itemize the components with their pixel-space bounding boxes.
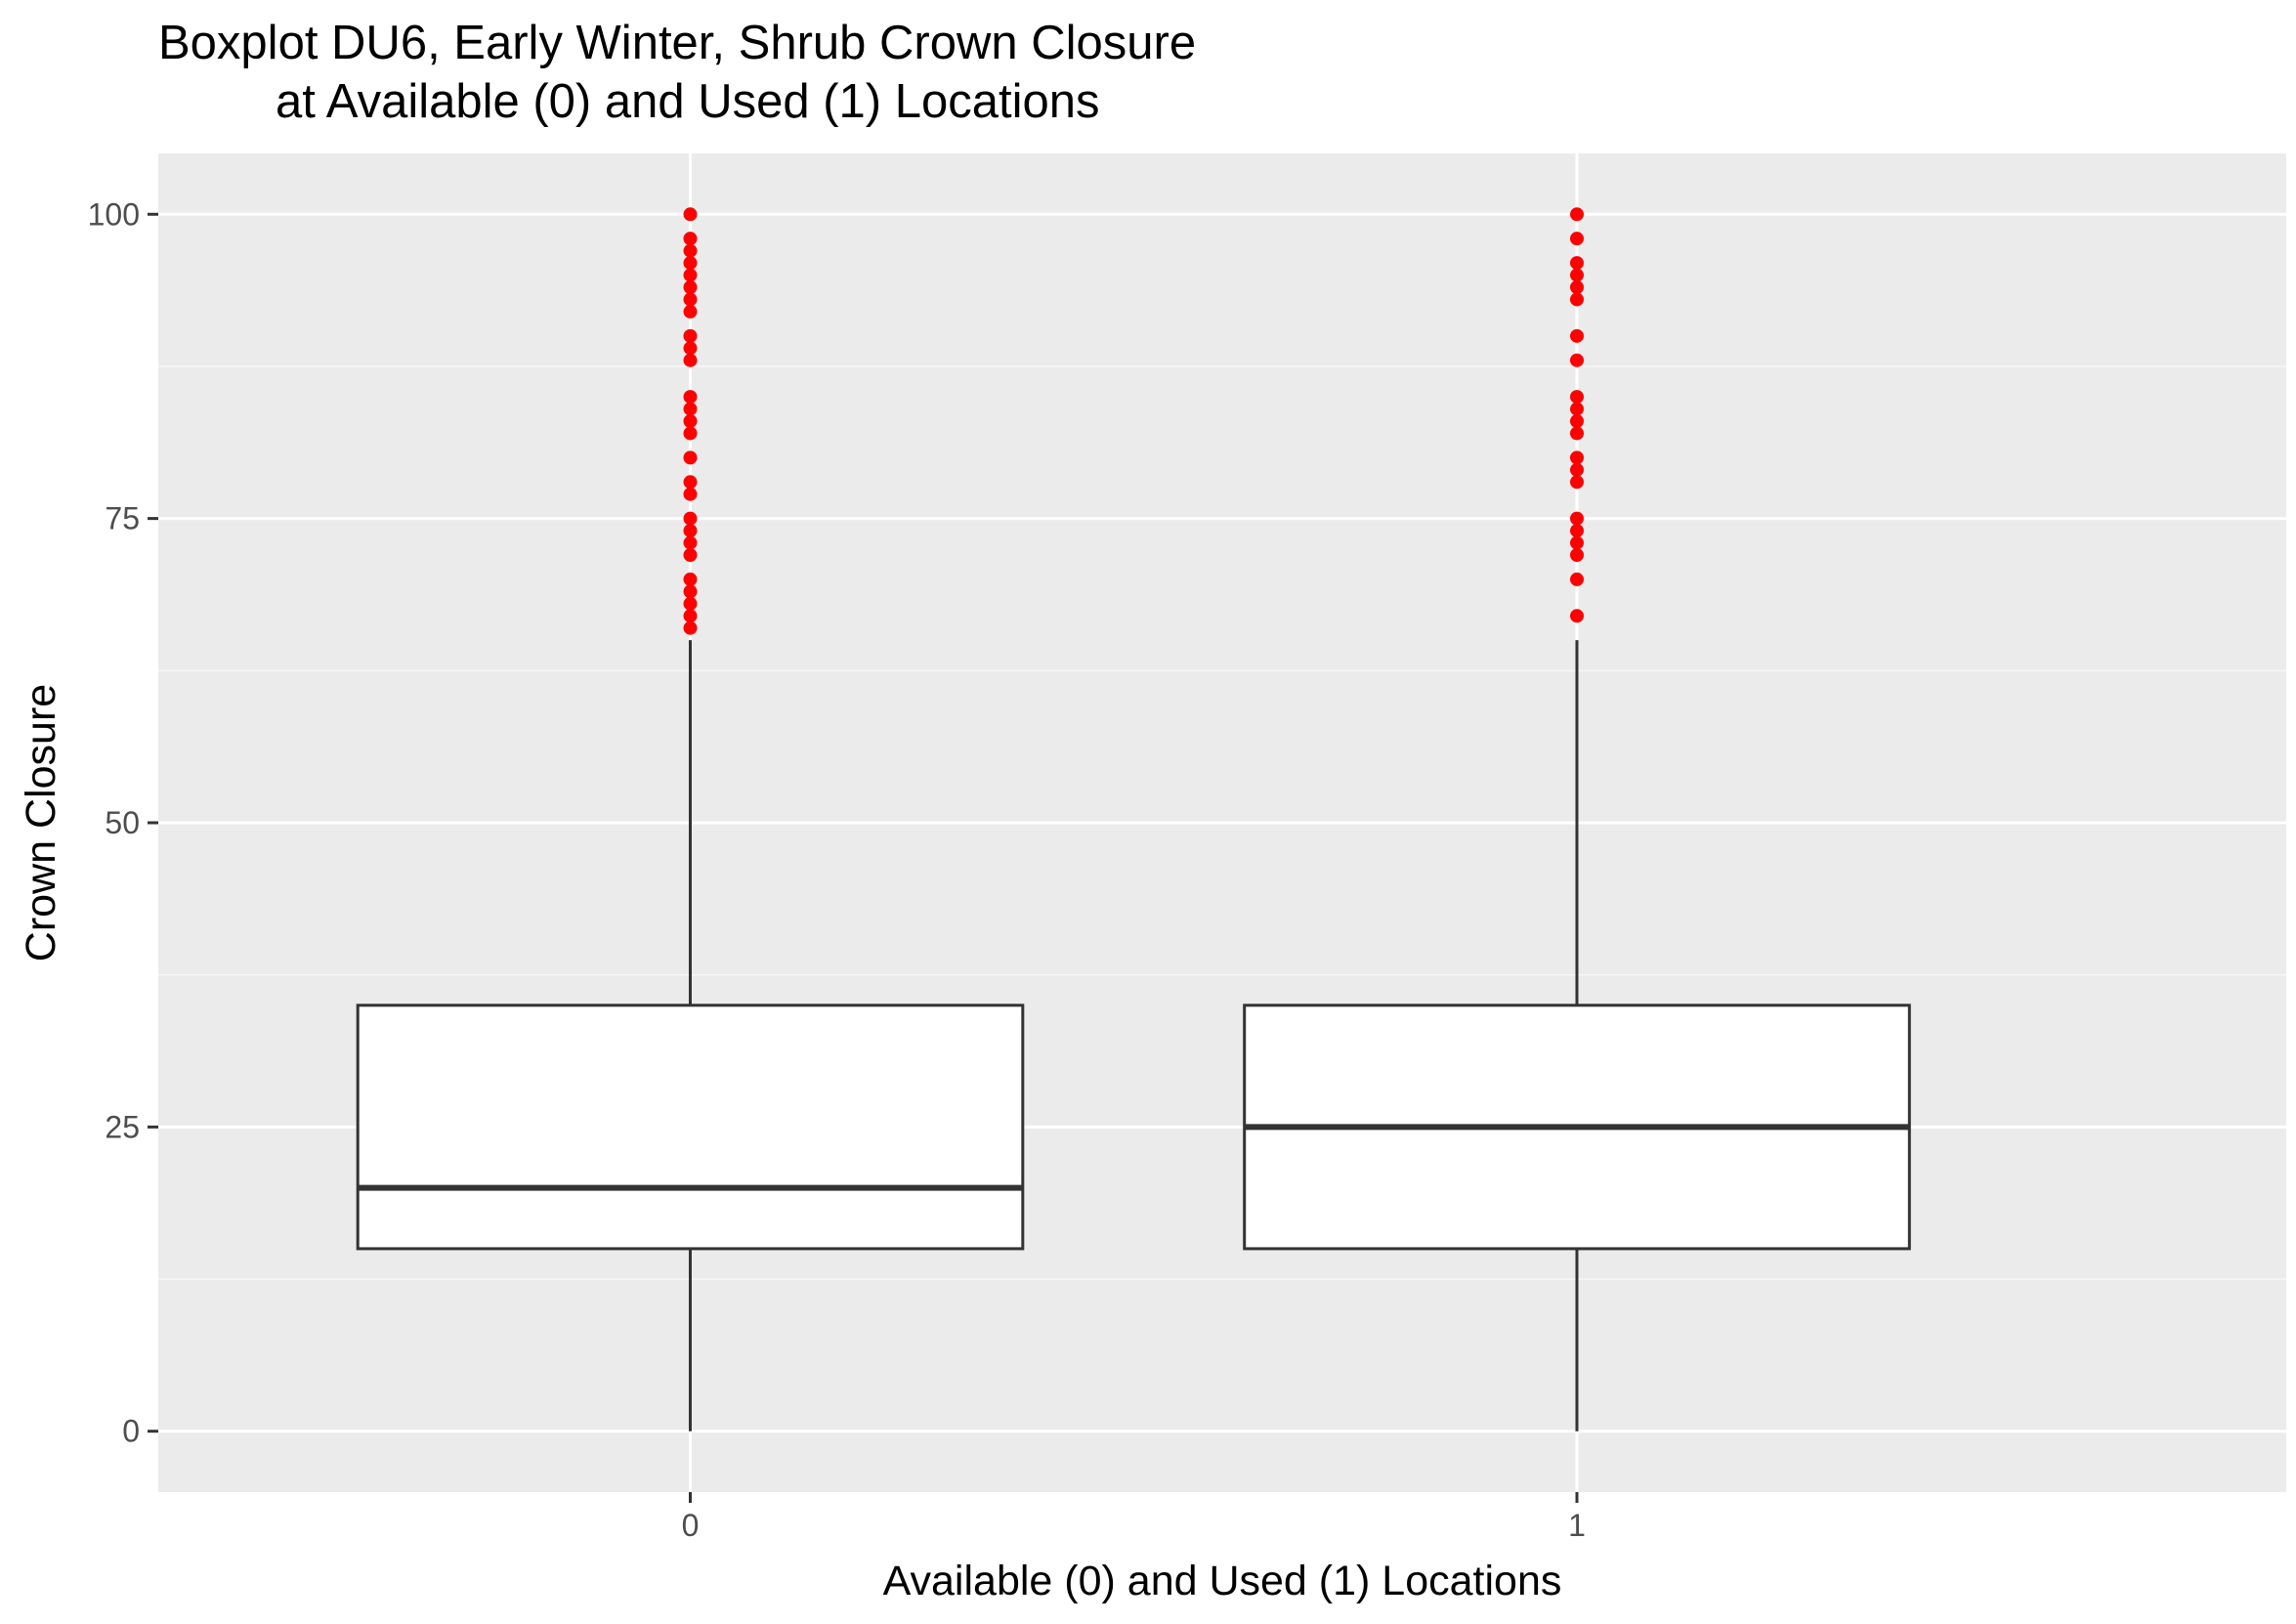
- outlier-point: [1570, 328, 1584, 343]
- outlier-point: [683, 535, 698, 550]
- outlier-point: [683, 292, 698, 307]
- y-tick-label: 50: [105, 805, 140, 840]
- outlier-point: [1570, 462, 1584, 477]
- outlier-point: [683, 620, 698, 635]
- outlier-point: [1570, 292, 1584, 307]
- outlier-point: [1570, 268, 1584, 282]
- outlier-point: [683, 487, 698, 501]
- box-iqr: [356, 1004, 1025, 1251]
- outlier-point: [683, 511, 698, 526]
- chart-title-line-2: at Available (0) and Used (1) Locations: [276, 75, 1099, 128]
- outlier-point: [1570, 402, 1584, 416]
- outlier-point: [1570, 256, 1584, 271]
- outlier-point: [1570, 207, 1584, 222]
- y-axis-title: Crown Closure: [18, 684, 64, 962]
- outlier-point: [683, 402, 698, 416]
- outlier-point: [1570, 548, 1584, 562]
- x-axis-title: Available (0) and Used (1) Locations: [883, 1558, 1562, 1604]
- outlier-point: [683, 328, 698, 343]
- box-group-1: [1243, 207, 1911, 1432]
- outlier-point: [1570, 475, 1584, 490]
- box-group-0: [356, 207, 1025, 1432]
- outlier-point: [683, 524, 698, 538]
- outlier-point: [683, 426, 698, 441]
- y-tick-label: 100: [88, 196, 140, 232]
- outlier-point: [1570, 232, 1584, 246]
- x-tick-label: 0: [682, 1508, 700, 1543]
- outlier-point: [683, 609, 698, 623]
- outlier-point: [1570, 511, 1584, 526]
- y-tick-label: 0: [122, 1414, 140, 1449]
- outlier-point: [683, 584, 698, 599]
- outlier-point: [683, 256, 698, 271]
- outlier-point: [1570, 609, 1584, 623]
- outlier-point: [683, 596, 698, 611]
- outlier-point: [683, 353, 698, 367]
- outlier-point: [683, 268, 698, 282]
- outlier-point: [683, 232, 698, 246]
- outlier-point: [683, 548, 698, 562]
- outlier-point: [683, 243, 698, 258]
- outlier-point: [1570, 535, 1584, 550]
- outlier-point: [1570, 353, 1584, 367]
- x-tick-label: 1: [1568, 1508, 1586, 1543]
- outlier-point: [683, 207, 698, 222]
- outlier-point: [683, 450, 698, 465]
- y-tick-label: 25: [105, 1109, 140, 1144]
- boxes-layer: [356, 207, 1911, 1432]
- outlier-point: [1570, 390, 1584, 405]
- outlier-point: [1570, 572, 1584, 586]
- outlier-point: [1570, 426, 1584, 441]
- y-axis: 0 25 50 75 100: [88, 196, 158, 1449]
- outlier-point: [1570, 280, 1584, 294]
- outlier-point: [1570, 524, 1584, 538]
- outlier-point: [683, 304, 698, 319]
- outlier-point: [683, 390, 698, 405]
- outlier-point: [683, 280, 698, 294]
- outlier-point: [683, 414, 698, 428]
- outlier-point: [1570, 450, 1584, 465]
- outlier-point: [683, 341, 698, 356]
- minor-gridlines: [158, 365, 2286, 1280]
- outlier-point: [683, 475, 698, 490]
- outlier-point: [683, 572, 698, 586]
- chart-title-line-1: Boxplot DU6, Early Winter, Shrub Crown C…: [158, 17, 1196, 69]
- outlier-point: [1570, 414, 1584, 428]
- y-tick-label: 75: [105, 501, 140, 536]
